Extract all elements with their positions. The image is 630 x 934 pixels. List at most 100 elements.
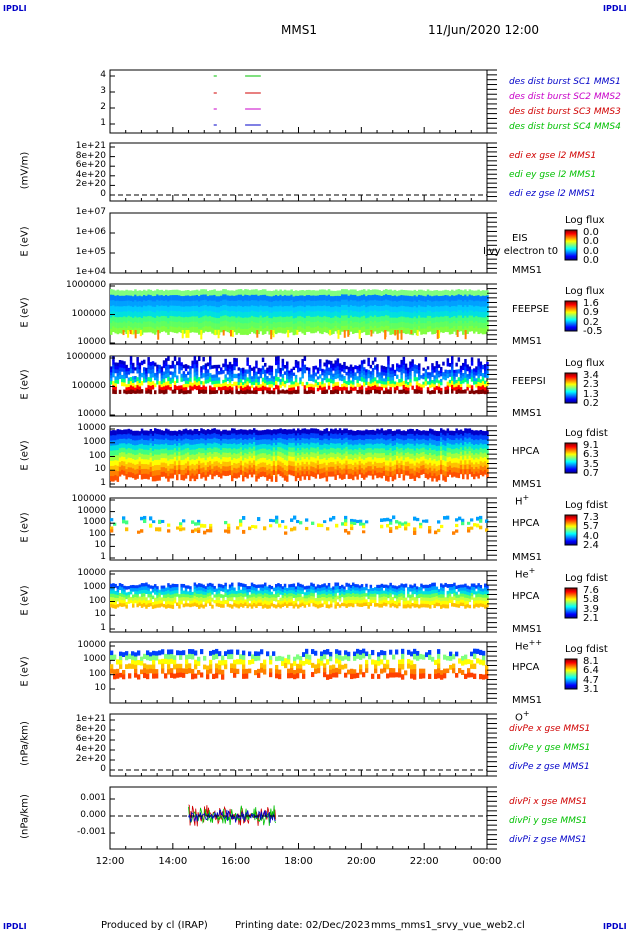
spectrogram-pixel [369,386,373,391]
spectrogram-pixel [369,466,373,472]
spectrogram-pixel [261,294,265,301]
spectrogram-pixel [437,460,441,466]
spectrogram-pixel [244,372,247,377]
spectrogram-pixel [147,381,150,386]
spectrogram-pixel [323,300,326,306]
spectrogram-pixel [138,306,142,313]
spectrogram-pixel [325,438,329,445]
spectrogram-pixel [182,301,186,308]
spectrogram-pixel [226,390,230,394]
spectrogram-pixel [363,367,366,372]
spectrogram-pixel [481,448,485,454]
spectrogram-pixel [286,476,289,482]
spectrogram-pixel [151,430,155,437]
spectrogram-pixel [200,468,203,474]
spectrogram-pixel [352,322,355,329]
spectrogram-pixel [138,389,142,394]
spectrogram-pixel [189,373,192,379]
spacecraft-title: MMS1 [281,23,317,37]
spectrogram-pixel [422,443,425,448]
spectrogram-pixel [156,380,159,385]
spectrogram-pixel [149,457,153,463]
spectrogram-pixel [162,435,166,441]
spectrogram-pixel [420,443,423,449]
spectrogram-pixel [226,439,230,445]
spectrogram-pixel [114,311,117,318]
spectrogram-pixel [154,295,157,302]
spectrogram-pixel [160,430,164,436]
spectrogram-pixel [129,368,133,374]
spectrogram-pixel [308,315,311,322]
spectrogram-pixel [184,438,188,444]
spectrogram-pixel [358,439,362,444]
spectrogram-pixel [127,295,131,301]
spectrogram-pixel [138,431,142,436]
spectrogram-pixel [134,588,137,592]
spectrogram-pixel [189,449,192,456]
spectrogram-pixel [330,457,333,463]
spectrogram-pixel [347,454,351,460]
spectrogram-pixel [187,311,190,318]
spectrogram-pixel [266,444,269,451]
spectrogram-pixel [184,377,188,381]
spectrogram-pixel [464,310,467,317]
spectrogram-pixel [299,465,302,471]
spectrogram-pixel [202,289,205,295]
spectrogram-pixel [301,428,304,434]
spectrogram-pixel [424,373,428,378]
spectrogram-pixel [382,452,386,458]
spectrogram-pixel [400,289,403,296]
spectrogram-pixel [125,586,128,590]
spectrogram-pixel [275,439,278,446]
spectrogram-pixel [477,366,480,371]
spectrogram-pixel [266,295,269,302]
spectrogram-pixel [121,327,124,334]
spectrogram-pixel [118,306,122,313]
spectrogram-pixel [349,463,353,470]
spectrogram-pixel [279,316,282,323]
spectrogram-pixel [162,591,166,596]
spectrogram-pixel [409,317,412,324]
spectrogram-pixel [178,465,181,470]
spectrogram-pixel [402,470,406,476]
spectrogram-pixel [134,464,137,471]
spectrogram-pixel [481,290,485,297]
spectrogram-pixel [297,306,300,312]
spectrogram-pixel [193,444,197,451]
spectrogram-pixel [237,458,241,464]
spectrogram-pixel [222,457,225,462]
spectrogram-pixel [248,442,252,448]
spectrogram-pixel [330,323,333,330]
spectrogram-pixel [459,374,463,379]
spectrogram-pixel [468,366,472,370]
spectrogram-pixel [136,301,139,308]
spectrogram-pixel [264,462,267,468]
spectrogram-pixel [413,311,417,318]
spectrogram-pixel [154,433,157,440]
spectrogram-pixel [323,443,326,449]
spectrogram-pixel [371,367,375,372]
spectrogram-pixel [473,390,476,395]
spectrogram-pixel [294,378,298,383]
spectrogram-pixel [275,515,279,520]
spectrogram-pixel [118,602,122,607]
spectrogram-pixel [156,428,159,435]
spectrogram-pixel [398,443,401,450]
spectrogram-pixel [321,463,324,469]
spectrogram-pixel [286,316,289,323]
spectrogram-pixel [277,316,280,323]
spectrogram-pixel [376,322,379,329]
spectrogram-pixel [330,442,333,449]
spectrogram-pixel [389,289,392,296]
spectrogram-pixel [358,447,362,453]
spectrogram-pixel [114,455,117,461]
spectrogram-pixel [213,377,216,382]
spectrogram-pixel [123,456,126,462]
spectrogram-pixel [129,356,133,361]
spectrogram-pixel [453,316,456,322]
spectrogram-pixel [371,469,375,475]
spectrogram-pixel [198,443,201,449]
spectrogram-pixel [358,430,362,436]
spectrogram-pixel [180,366,183,371]
spectrogram-pixel [338,317,342,324]
